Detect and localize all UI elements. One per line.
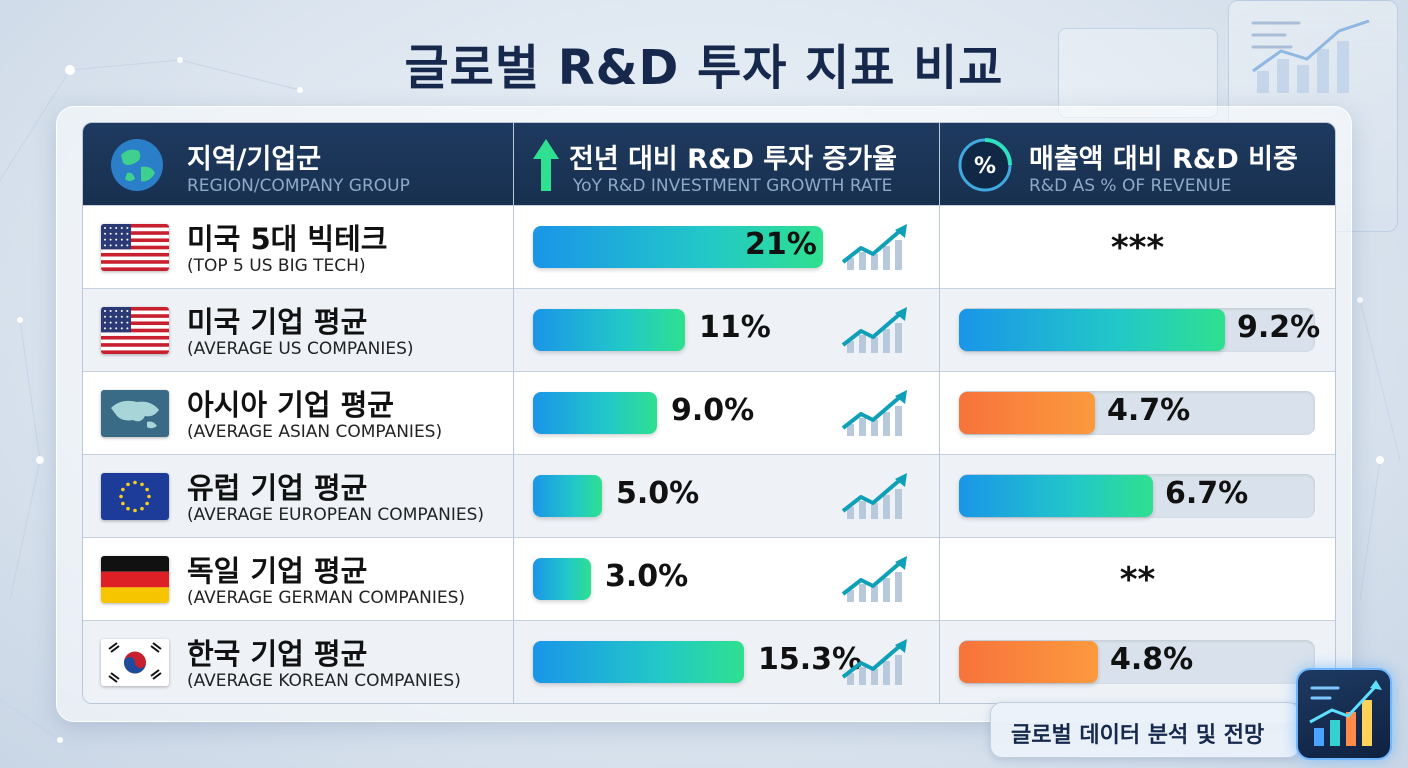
- revenue-value-label: 9.2%: [1237, 310, 1321, 345]
- revenue-value-label: 6.7%: [1165, 476, 1249, 511]
- trend-up-icon: [841, 222, 911, 272]
- revenue-value-label: 4.8%: [1110, 642, 1194, 677]
- page-title: 글로벌 R&D 투자 지표 비교: [404, 40, 1004, 96]
- germany-flag: [101, 556, 169, 603]
- footer-badge-text: 글로벌 데이터 분석 및 전망: [1011, 723, 1265, 748]
- region-subtitle: (AVERAGE GERMAN COMPANIES): [187, 588, 466, 608]
- header-revenue: % 매출액 대비 R&D 비중 R&D AS % OF REVENUE: [939, 123, 1335, 205]
- column-divider: [513, 123, 514, 703]
- table-row: 독일 기업 평균 (AVERAGE GERMAN COMPANIES) 3.0% **: [83, 537, 1335, 620]
- growth-value-label: 3.0%: [605, 559, 689, 594]
- table-row: 미국 기업 평균 (AVERAGE US COMPANIES) 11% 9.2%: [83, 288, 1335, 371]
- table-row: 미국 5대 빅테크 (TOP 5 US BIG TECH) 21% ***: [83, 205, 1335, 288]
- arrow-up-icon: [533, 139, 559, 191]
- decorative-panel: [1058, 28, 1218, 118]
- header-revenue-title: 매출액 대비 R&D 비중: [1029, 144, 1298, 175]
- revenue-value-label: ***: [1110, 228, 1165, 268]
- region-subtitle: (AVERAGE KOREAN COMPANIES): [187, 671, 461, 691]
- growth-value-label: 9.0%: [671, 393, 755, 428]
- growth-value-label: 15.3%: [758, 642, 863, 677]
- region-name: 미국 기업 평균: [187, 305, 368, 339]
- growth-bar: [533, 475, 602, 517]
- svg-text:%: %: [974, 154, 996, 179]
- growth-bar: [533, 226, 823, 268]
- us-flag: [101, 307, 169, 354]
- table-row: 유럽 기업 평균 (AVERAGE EUROPEAN COMPANIES) 5.0%…: [83, 454, 1335, 537]
- asia-map-flag: [101, 390, 169, 437]
- trend-up-icon: [841, 388, 911, 438]
- revenue-bar: [959, 475, 1153, 517]
- footer-badge: 글로벌 데이터 분석 및 전망: [990, 702, 1300, 758]
- trend-up-icon: [841, 305, 911, 355]
- table-header: 지역/기업군 REGION/COMPANY GROUP 전년 대비 R&D 투자…: [83, 123, 1335, 205]
- growth-bar: [533, 558, 591, 600]
- percent-icon: %: [958, 138, 1012, 192]
- revenue-bar: [959, 392, 1095, 434]
- region-name: 한국 기업 평균: [187, 637, 368, 671]
- region-subtitle: (AVERAGE EUROPEAN COMPANIES): [187, 505, 485, 525]
- region-subtitle: (TOP 5 US BIG TECH): [187, 256, 366, 276]
- table-body: 미국 5대 빅테크 (TOP 5 US BIG TECH) 21% *** 미국 기업 …: [83, 205, 1335, 703]
- revenue-bar: [959, 641, 1098, 683]
- eu-flag: [101, 473, 169, 520]
- globe-icon: [111, 139, 163, 191]
- header-region-title: 지역/기업군: [187, 144, 322, 175]
- header-revenue-subtitle: R&D AS % OF REVENUE: [1029, 176, 1232, 196]
- revenue-value-label: **: [1119, 560, 1156, 600]
- growth-bar: [533, 309, 685, 351]
- table-row: 한국 기업 평균 (AVERAGE KOREAN COMPANIES) 15.3% 4…: [83, 620, 1335, 703]
- trend-up-icon: [841, 471, 911, 521]
- table-row: 아시아 기업 평균 (AVERAGE ASIAN COMPANIES) 9.0% 4.…: [83, 371, 1335, 454]
- header-growth: 전년 대비 R&D 투자 증가율 YoY R&D INVESTMENT GROW…: [513, 123, 939, 205]
- decorative-bar-chart-icon: [1251, 19, 1370, 93]
- header-region-subtitle: REGION/COMPANY GROUP: [187, 176, 410, 196]
- region-name: 아시아 기업 평균: [187, 388, 394, 422]
- growth-bar: [533, 392, 657, 434]
- us-flag: [101, 224, 169, 271]
- trend-up-icon: [841, 637, 911, 687]
- region-name: 독일 기업 평균: [187, 554, 368, 588]
- header-growth-title: 전년 대비 R&D 투자 증가율: [569, 144, 897, 175]
- korea-flag: [101, 639, 169, 686]
- trend-up-icon: [841, 554, 911, 604]
- header-region: 지역/기업군 REGION/COMPANY GROUP: [83, 123, 513, 205]
- growth-bar: [533, 641, 744, 683]
- chart-analytics-icon: [1296, 668, 1392, 760]
- region-subtitle: (AVERAGE US COMPANIES): [187, 339, 414, 359]
- growth-value-label: 11%: [699, 310, 771, 345]
- column-divider: [939, 123, 940, 703]
- revenue-bar: [959, 309, 1225, 351]
- growth-value-label: 21%: [745, 227, 817, 262]
- region-subtitle: (AVERAGE ASIAN COMPANIES): [187, 422, 443, 442]
- header-growth-subtitle: YoY R&D INVESTMENT GROWTH RATE: [573, 176, 893, 196]
- region-name: 유럽 기업 평균: [187, 471, 368, 505]
- comparison-table: 지역/기업군 REGION/COMPANY GROUP 전년 대비 R&D 투자…: [82, 122, 1336, 704]
- growth-value-label: 5.0%: [616, 476, 700, 511]
- region-name: 미국 5대 빅테크: [187, 222, 388, 256]
- revenue-value-label: 4.7%: [1107, 393, 1191, 428]
